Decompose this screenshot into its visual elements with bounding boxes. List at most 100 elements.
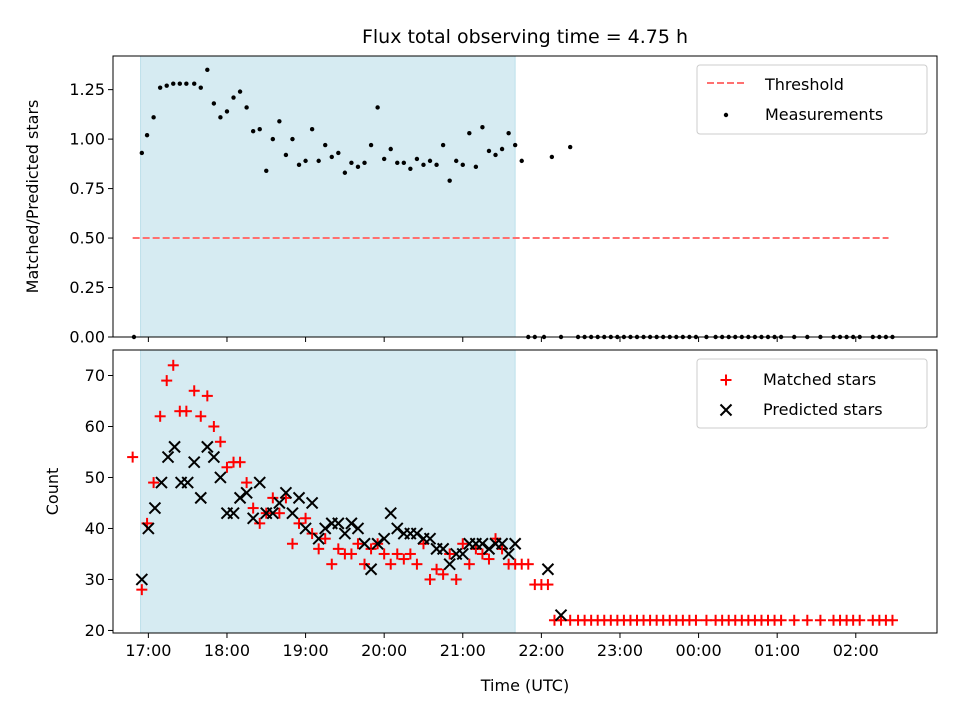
matched-stars-point (136, 584, 148, 596)
measurement-point (388, 146, 393, 152)
predicted-stars-point (292, 491, 306, 505)
matched-stars-point (180, 405, 192, 417)
y-tick-label: 30 (85, 570, 105, 589)
measurement-point (316, 158, 321, 164)
measurement-point (237, 89, 243, 94)
matched-stars-point (127, 451, 139, 463)
measurement-point (257, 127, 262, 132)
measurement-point (395, 160, 400, 166)
x-tick-label: 02:00 (833, 641, 879, 660)
matched-stars-point (431, 563, 443, 575)
predicted-stars-point (377, 532, 391, 545)
predicted-stars-series (135, 440, 568, 622)
predicted-stars-point (541, 563, 555, 576)
predicted-stars-point (312, 532, 325, 545)
predicted-stars-point (371, 537, 384, 550)
measurement-point (499, 146, 505, 152)
predicted-stars-point (240, 486, 253, 499)
matched-stars-point (404, 548, 416, 560)
ratio-panel-x-ticks (147, 337, 857, 342)
predicted-stars-point (358, 537, 371, 550)
count-y-axis-label: Count (43, 468, 62, 516)
measurement-point (480, 125, 485, 130)
y-tick-label: 60 (85, 417, 105, 436)
measurement-point (567, 144, 573, 150)
measurement-point (375, 105, 380, 110)
measurement-point (467, 130, 472, 136)
matched-stars-point (247, 502, 259, 514)
predicted-stars-point (142, 522, 155, 535)
matched-stars-point (555, 614, 567, 626)
matched-stars-point (424, 573, 436, 585)
predicted-stars-point (233, 491, 247, 505)
measurement-point (218, 115, 223, 120)
measurement-point (421, 162, 426, 168)
predicted-stars-point (332, 517, 345, 530)
matched-stars-point (201, 390, 213, 402)
matched-stars-point (306, 528, 318, 540)
legend-measurements-swatch (723, 112, 729, 118)
measurement-point (277, 119, 282, 124)
matched-stars-point (326, 558, 338, 570)
matched-stars-point (300, 512, 312, 524)
predicted-stars-point (299, 522, 312, 535)
matched-stars-point (273, 507, 285, 519)
measurement-point (157, 85, 163, 90)
measurement-point (198, 85, 203, 90)
y-tick-label: 0.75 (69, 179, 105, 198)
predicted-stars-point (410, 527, 424, 540)
predicted-stars-point (279, 486, 293, 499)
matched-stars-point (385, 558, 397, 570)
matched-stars-point (496, 543, 508, 555)
measurement-point (290, 136, 295, 142)
y-tick-label: 70 (85, 366, 105, 385)
y-tick-label: 0.25 (69, 278, 105, 297)
measurement-point (224, 109, 230, 114)
legend-measurements-label: Measurements (765, 105, 883, 124)
predicted-stars-point (207, 450, 221, 464)
matched-stars-point (542, 579, 554, 591)
predicted-stars-point (155, 476, 168, 489)
x-tick-label: 18:00 (204, 641, 250, 660)
measurement-point (336, 150, 341, 156)
predicted-stars-point (351, 522, 365, 535)
matched-stars-point (886, 614, 898, 626)
predicted-stars-point (495, 537, 509, 550)
matched-stars-point (280, 492, 292, 504)
measurement-point (414, 156, 420, 162)
y-tick-label: 1.25 (69, 80, 105, 99)
predicted-stars-point (194, 491, 207, 505)
matched-stars-point (801, 614, 813, 626)
predicted-stars-point (384, 506, 397, 520)
matched-stars-point (775, 614, 787, 626)
matched-stars-point (332, 543, 344, 555)
x-tick-label: 00:00 (676, 641, 722, 660)
matched-stars-point (411, 558, 423, 570)
measurement-point (144, 132, 150, 138)
predicted-stars-point (364, 563, 378, 576)
matched-stars-point (188, 385, 200, 397)
measurement-point (323, 142, 328, 148)
measurement-point (512, 142, 518, 148)
matched-stars-point (483, 553, 495, 565)
matched-stars-point (417, 538, 429, 550)
matched-stars-point (167, 359, 179, 371)
y-tick-label: 0.50 (69, 229, 105, 248)
predicted-stars-point (168, 440, 181, 454)
predicted-stars-point (482, 542, 496, 556)
measurement-point (506, 130, 511, 136)
matched-stars-point (345, 548, 357, 560)
count-panel-x-ticks: 17:00 18:00 19:00 20:00 21:00 22:00 23:00 00:00… (125, 633, 879, 660)
y-tick-label: 0.00 (69, 328, 105, 347)
matched-stars-point (293, 517, 305, 529)
predicted-stars-point (554, 608, 568, 622)
matched-stars-point (814, 614, 826, 626)
measurement-point (205, 67, 210, 73)
ratio-panel-frame (112, 55, 938, 338)
count-legend-box (696, 358, 928, 429)
matched-stars-point (359, 558, 371, 570)
matched-stars-point (450, 573, 462, 585)
x-tick-label: 19:00 (283, 641, 329, 660)
predicted-stars-point (273, 496, 286, 510)
measurement-point (283, 152, 289, 158)
